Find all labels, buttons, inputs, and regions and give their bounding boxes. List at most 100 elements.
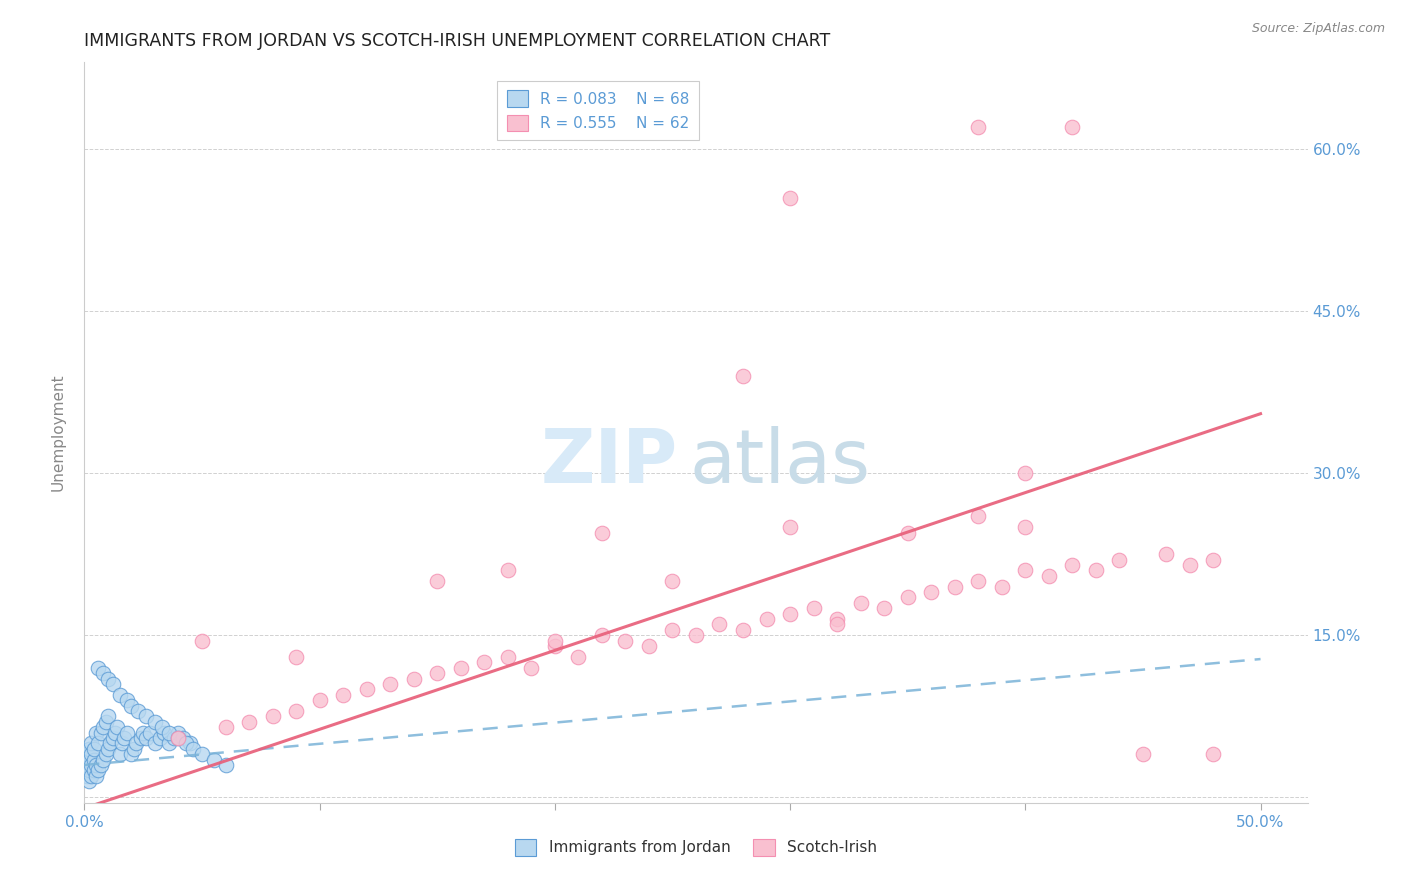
Point	[84, 758, 107, 772]
Point	[179, 736, 201, 750]
Point	[731, 368, 754, 383]
Point	[153, 725, 176, 739]
Point	[135, 731, 157, 745]
Point	[172, 731, 194, 745]
Point	[91, 720, 114, 734]
Point	[94, 747, 117, 761]
Point	[174, 736, 197, 750]
Point	[202, 753, 225, 767]
Point	[1132, 747, 1154, 761]
Point	[544, 639, 567, 653]
Point	[98, 736, 121, 750]
Point	[167, 725, 190, 739]
Point	[967, 509, 990, 524]
Point	[1062, 120, 1084, 135]
Point	[143, 736, 166, 750]
Point	[76, 769, 98, 783]
Point	[80, 736, 103, 750]
Point	[125, 736, 148, 750]
Point	[80, 769, 103, 783]
Point	[143, 714, 166, 729]
Point	[332, 688, 354, 702]
Point	[991, 580, 1014, 594]
Point	[308, 693, 330, 707]
Point	[285, 704, 308, 718]
Point	[402, 672, 425, 686]
Point	[685, 628, 707, 642]
Point	[84, 769, 107, 783]
Point	[779, 520, 801, 534]
Point	[544, 633, 567, 648]
Point	[83, 753, 105, 767]
Point	[127, 704, 149, 718]
Point	[101, 731, 124, 745]
Point	[77, 741, 100, 756]
Point	[1014, 563, 1036, 577]
Point	[76, 758, 98, 772]
Point	[262, 709, 284, 723]
Point	[132, 725, 155, 739]
Point	[129, 731, 152, 745]
Point	[591, 525, 613, 540]
Point	[120, 747, 142, 761]
Point	[567, 649, 589, 664]
Point	[139, 725, 162, 739]
Point	[120, 698, 142, 713]
Point	[97, 709, 120, 723]
Point	[77, 764, 100, 778]
Text: atlas: atlas	[690, 425, 870, 499]
Point	[111, 736, 134, 750]
Point	[426, 666, 449, 681]
Point	[591, 628, 613, 642]
Point	[803, 601, 825, 615]
Point	[614, 633, 637, 648]
Point	[167, 731, 190, 745]
Point	[112, 731, 135, 745]
Point	[108, 688, 131, 702]
Point	[105, 720, 128, 734]
Point	[90, 758, 112, 772]
Point	[238, 714, 260, 729]
Point	[115, 693, 138, 707]
Point	[779, 607, 801, 621]
Point	[214, 720, 236, 734]
Point	[897, 591, 920, 605]
Point	[149, 731, 172, 745]
Point	[83, 741, 105, 756]
Point	[1108, 552, 1130, 566]
Point	[83, 764, 105, 778]
Point	[450, 661, 472, 675]
Point	[191, 633, 214, 648]
Point	[135, 709, 157, 723]
Point	[380, 677, 402, 691]
Point	[163, 731, 186, 745]
Text: ZIP: ZIP	[540, 425, 678, 499]
Point	[91, 753, 114, 767]
Point	[80, 747, 103, 761]
Point	[214, 758, 236, 772]
Point	[167, 731, 190, 745]
Point	[709, 617, 731, 632]
Point	[638, 639, 661, 653]
Point	[943, 580, 966, 594]
Point	[496, 649, 519, 664]
Point	[520, 661, 543, 675]
Point	[181, 741, 204, 756]
Point	[87, 661, 110, 675]
Text: Source: ZipAtlas.com: Source: ZipAtlas.com	[1251, 22, 1385, 36]
Point	[191, 747, 214, 761]
Y-axis label: Unemployment: Unemployment	[51, 374, 66, 491]
Point	[122, 741, 145, 756]
Point	[426, 574, 449, 589]
Point	[496, 563, 519, 577]
Point	[825, 617, 848, 632]
Point	[731, 623, 754, 637]
Point	[1062, 558, 1084, 572]
Point	[157, 725, 180, 739]
Point	[472, 655, 495, 669]
Text: IMMIGRANTS FROM JORDAN VS SCOTCH-IRISH UNEMPLOYMENT CORRELATION CHART: IMMIGRANTS FROM JORDAN VS SCOTCH-IRISH U…	[84, 32, 831, 50]
Point	[661, 623, 683, 637]
Point	[1038, 569, 1060, 583]
Point	[94, 714, 117, 729]
Point	[84, 725, 107, 739]
